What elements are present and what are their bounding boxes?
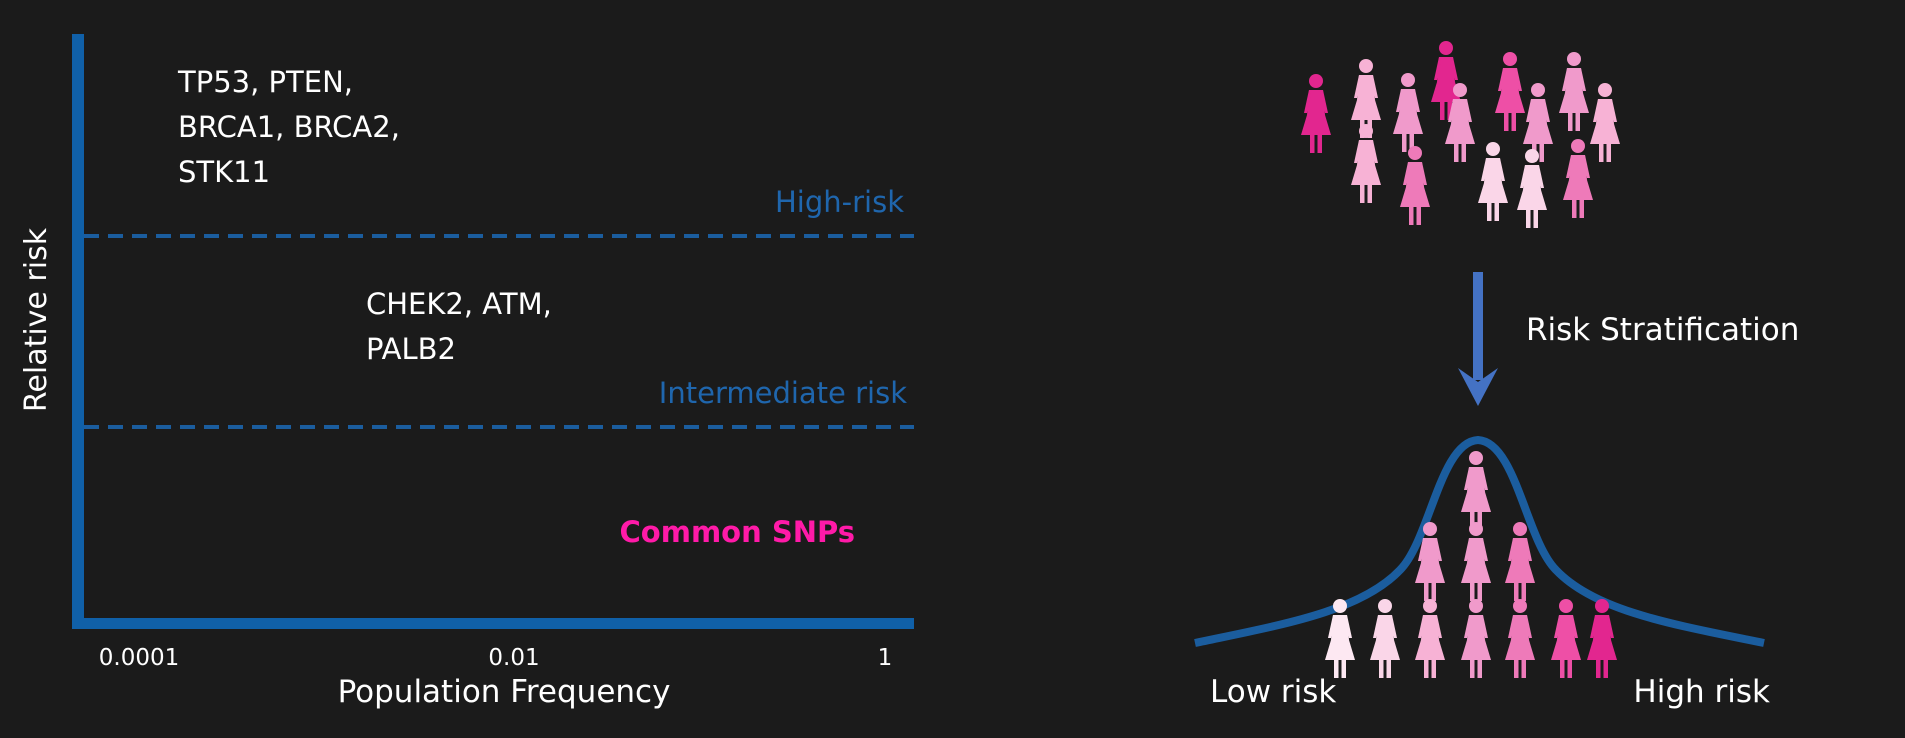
intermediate-risk-genes-line: CHEK2, ATM, [366, 287, 552, 321]
intermediate-risk-genes: CHEK2, ATM, PALB2 [366, 287, 561, 366]
female-figure-icon [1461, 599, 1491, 678]
intermediate-risk-label: Intermediate risk [659, 376, 907, 410]
female-figure-icon [1559, 52, 1589, 131]
risk-stratification-label: Risk Stratification [1526, 312, 1799, 348]
x-axis-line [72, 618, 914, 629]
high-risk-genes-line: STK11 [178, 155, 270, 189]
y-axis-line [72, 34, 84, 628]
right-panel: Risk Stratification Low risk High risk [1194, 41, 1799, 710]
y-axis-label: Relative risk [19, 227, 54, 412]
female-figure-icon [1505, 522, 1535, 601]
female-figure-icon [1370, 599, 1400, 678]
female-figure-icon [1415, 599, 1445, 678]
low-risk-label: Low risk [1210, 674, 1336, 710]
female-figure-icon [1523, 83, 1553, 162]
female-figure-icon [1590, 83, 1620, 162]
high-risk-label: High-risk [775, 185, 904, 219]
female-figure-icon [1563, 139, 1593, 218]
x-axis-label: Population Frequency [338, 674, 671, 710]
female-figure-icon [1461, 522, 1491, 601]
female-figure-icon [1495, 52, 1525, 131]
high-risk-genes: TP53, PTEN, BRCA1, BRCA2, STK11 [177, 65, 409, 189]
common-snps-label: Common SNPs [620, 515, 855, 549]
stratified-figures [1325, 451, 1617, 678]
population-crowd [1301, 41, 1620, 228]
high-risk-end-label: High risk [1633, 674, 1770, 710]
intermediate-risk-genes-line: PALB2 [366, 332, 456, 366]
female-figure-icon [1505, 599, 1535, 678]
female-figure-icon [1393, 73, 1423, 152]
female-figure-icon [1478, 142, 1508, 221]
left-panel: TP53, PTEN, BRCA1, BRCA2, STK11 High-ris… [19, 34, 914, 710]
x-tick-label: 1 [878, 645, 893, 671]
female-figure-icon [1461, 451, 1491, 530]
high-risk-genes-line: BRCA1, BRCA2, [178, 110, 400, 144]
female-figure-icon [1400, 146, 1430, 225]
x-tick-label: 0.0001 [99, 645, 179, 671]
down-arrow-icon [1458, 272, 1498, 406]
x-tick-label: 0.01 [488, 645, 539, 671]
female-figure-icon [1587, 599, 1617, 678]
female-figure-icon [1301, 74, 1331, 153]
high-risk-genes-line: TP53, PTEN, [177, 65, 353, 99]
female-figure-icon [1551, 599, 1581, 678]
female-figure-icon [1351, 124, 1381, 203]
